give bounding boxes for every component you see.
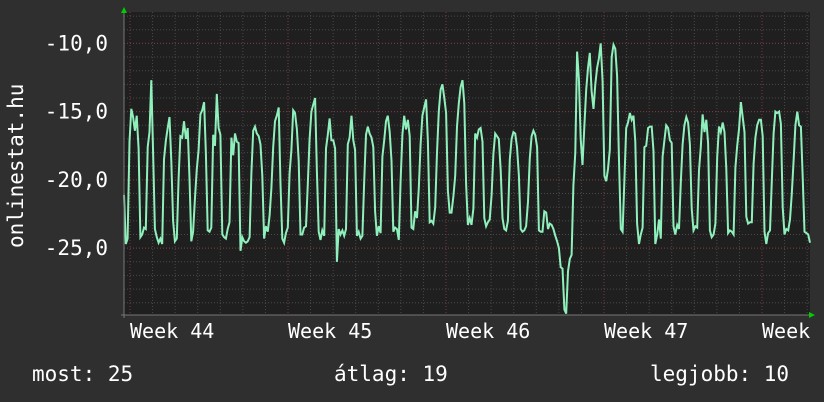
y-tick-label: -20,0 [45,168,108,192]
x-axis-arrow [809,312,815,318]
y-tick-label: -10,0 [45,31,108,55]
y-axis-ticks: -10,0 -15,0 -20,0 -25,0 [45,31,108,260]
x-tick-label: Week [762,319,810,343]
y-tick-label: -25,0 [45,236,108,260]
y-tick-label: -15,0 [45,100,108,124]
x-tick-label: Week 46 [446,319,530,343]
current-value-stat: most: 25 [32,362,134,386]
x-tick-label: Week 44 [130,319,214,343]
x-tick-label: Week 47 [604,319,688,343]
x-axis-ticks: Week 44 Week 45 Week 46 Week 47 Week [130,319,810,343]
y-axis-arrow [121,7,127,13]
y-axis-label: onlinestat.hu [4,83,28,248]
series-line [123,41,811,315]
best-value-stat: legjobb: 10 [650,362,790,386]
x-tick-label: Week 45 [288,319,372,343]
average-value-stat: átlag: 19 [334,362,448,386]
